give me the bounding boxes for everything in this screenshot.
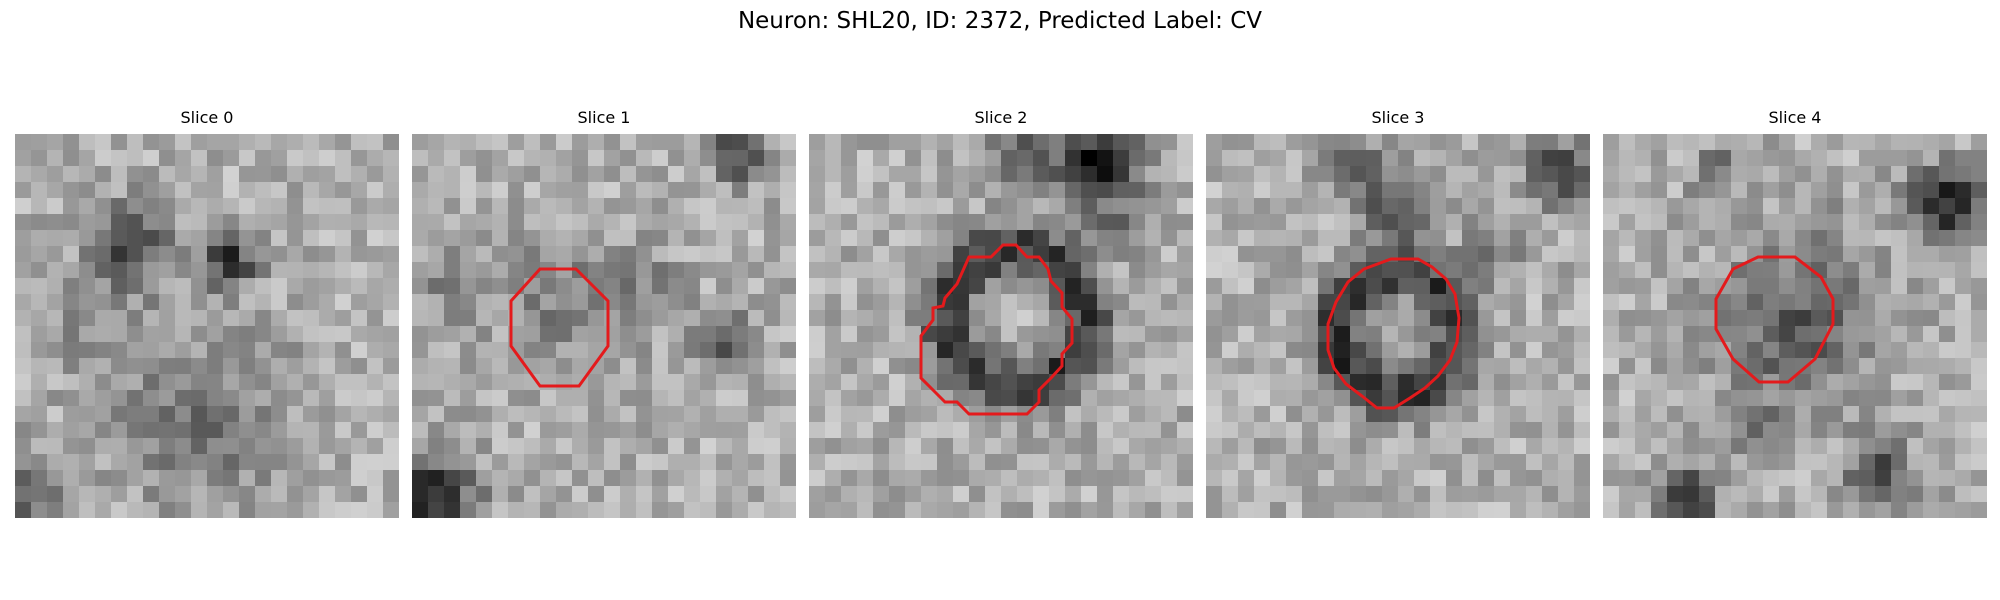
slice-panel-0: Slice 0	[15, 108, 399, 520]
micrograph-pixels	[1603, 134, 1987, 518]
vesicle-contour	[1326, 257, 1461, 410]
slice-title: Slice 4	[1768, 108, 1822, 127]
micrograph-pixels	[15, 134, 399, 518]
slice-panel-3: Slice 3	[1206, 108, 1590, 520]
slice-image-0	[15, 134, 399, 518]
vesicle-contour	[1714, 255, 1835, 384]
micrograph-pixels	[809, 134, 1193, 518]
slice-title: Slice 0	[180, 108, 234, 127]
slice-title: Slice 2	[974, 108, 1028, 127]
slice-panel-1: Slice 1	[412, 108, 796, 520]
slice-image-3	[1206, 134, 1590, 518]
micrograph-pixels	[1206, 134, 1590, 518]
slice-image-1	[412, 134, 796, 518]
micrograph-pixels	[412, 134, 796, 518]
slice-image-2	[809, 134, 1193, 518]
slice-panel-4: Slice 4	[1603, 108, 1987, 520]
figure-title: Neuron: SHL20, ID: 2372, Predicted Label…	[737, 8, 1263, 34]
slice-panel-2: Slice 2	[809, 108, 1193, 520]
vesicle-contour	[919, 243, 1074, 416]
slice-title: Slice 1	[577, 108, 631, 127]
slice-image-4	[1603, 134, 1987, 518]
slice-title: Slice 3	[1371, 108, 1425, 127]
vesicle-contour	[509, 267, 610, 388]
